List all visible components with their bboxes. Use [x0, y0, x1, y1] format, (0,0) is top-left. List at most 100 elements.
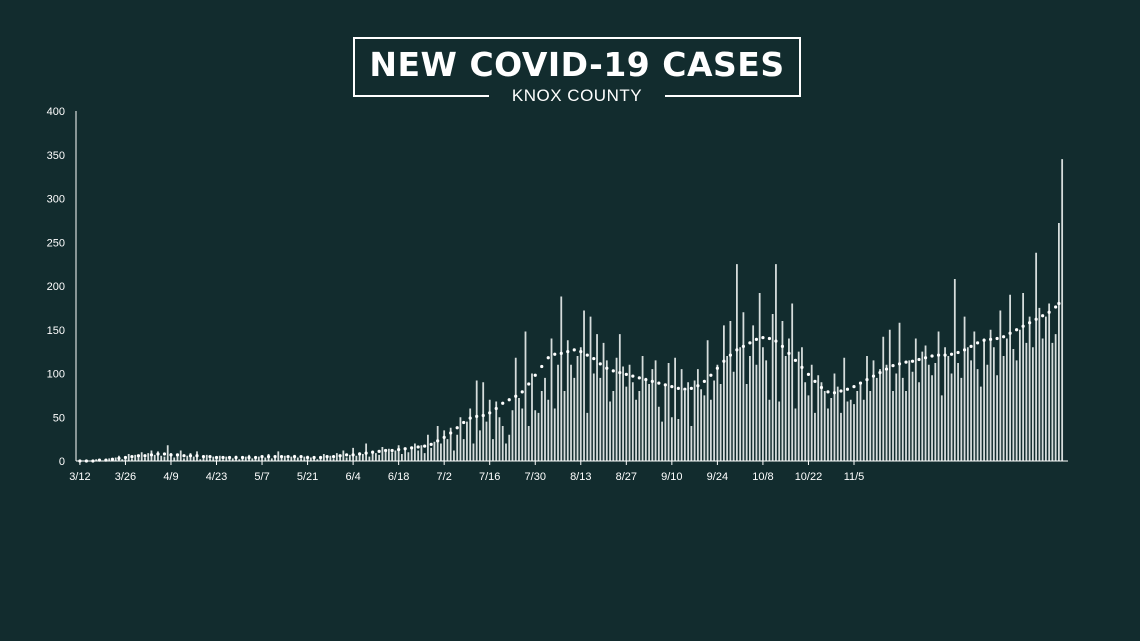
average-dot: [878, 371, 882, 375]
average-dot: [819, 385, 824, 390]
average-dot: [1034, 317, 1038, 321]
average-dot: [266, 455, 271, 459]
average-dot: [149, 453, 154, 457]
case-bar: [696, 369, 699, 461]
case-bar: [898, 322, 901, 461]
average-dot: [221, 455, 225, 460]
case-bar: [1009, 294, 1012, 461]
average-dot: [956, 350, 960, 355]
case-bar: [433, 441, 436, 461]
case-bar: [706, 340, 709, 461]
case-bar: [992, 347, 995, 461]
average-dot: [1041, 314, 1045, 318]
case-bar: [560, 296, 563, 461]
y-axis-ticks: 0 50 100 150 200 250 300 350 400: [47, 106, 65, 468]
case-bar: [895, 373, 898, 461]
case-bar: [1048, 303, 1051, 461]
case-bar: [709, 399, 712, 461]
average-dot: [754, 337, 759, 341]
case-bar: [498, 417, 501, 461]
case-bar: [420, 445, 423, 461]
case-bar: [918, 382, 920, 461]
average-dot: [865, 378, 869, 382]
y-tick-label: 400: [47, 106, 65, 118]
case-bar: [436, 426, 439, 461]
x-axis-ticks: 3/12 3/26 4/9 4/23 5/7 5/21 6/4 6/18 7/2 7/16 7/30…: [69, 461, 864, 483]
average-dot: [1054, 305, 1058, 309]
case-bar: [670, 417, 673, 461]
case-bar: [131, 458, 133, 461]
case-bar: [778, 401, 781, 461]
average-dot: [364, 451, 368, 455]
case-bar: [231, 458, 234, 461]
average-dot: [117, 456, 121, 460]
case-bar: [901, 377, 904, 461]
average-dot: [631, 374, 635, 378]
average-dot: [1002, 335, 1006, 339]
average-dot: [897, 362, 902, 366]
case-bar: [202, 457, 205, 461]
average-dot: [299, 455, 303, 459]
case-bar: [628, 364, 631, 461]
case-bar: [927, 364, 930, 461]
case-bar: [996, 375, 998, 461]
average-dot: [728, 353, 732, 357]
case-bar: [739, 347, 742, 461]
case-bar: [612, 391, 615, 461]
average-dot: [637, 376, 641, 380]
x-tick-label: 5/21: [297, 471, 318, 483]
case-bar: [361, 454, 364, 461]
average-dot: [397, 448, 401, 452]
average-dot: [429, 442, 433, 446]
case-bar: [274, 456, 276, 461]
case-bar: [934, 363, 937, 461]
average-dot: [253, 455, 258, 460]
case-bar: [1044, 316, 1047, 461]
case-bar: [335, 453, 338, 461]
case-bar: [137, 455, 140, 461]
case-bar: [329, 455, 332, 461]
x-tick-label: 3/12: [69, 471, 90, 483]
case-bar: [752, 325, 755, 461]
case-bar: [1057, 223, 1060, 461]
daily-case-bars: [85, 159, 1064, 461]
case-bar: [762, 347, 764, 461]
case-bar: [479, 430, 481, 461]
average-dot: [455, 426, 459, 430]
case-bar: [866, 356, 868, 461]
case-bar: [618, 334, 621, 461]
case-bar: [322, 454, 325, 461]
case-bar: [840, 412, 842, 461]
case-bar: [378, 454, 381, 461]
average-dot: [403, 447, 407, 451]
case-bar: [521, 408, 524, 461]
x-tick-label: 6/4: [345, 471, 360, 483]
case-bar: [804, 382, 807, 461]
case-bar: [579, 347, 582, 461]
case-bar: [602, 342, 605, 461]
case-bar: [283, 455, 286, 461]
case-bar: [212, 456, 215, 461]
case-bar: [677, 419, 680, 461]
average-dot: [793, 358, 798, 362]
case-bar: [397, 445, 400, 461]
x-tick-label: 7/16: [479, 471, 500, 483]
case-bar: [296, 457, 299, 461]
case-bar: [394, 450, 397, 461]
case-bar: [716, 364, 719, 461]
case-bar: [534, 410, 537, 461]
case-bar: [856, 391, 859, 461]
case-bar: [300, 458, 302, 461]
case-bar: [254, 457, 257, 461]
case-bar: [859, 382, 862, 461]
average-dot: [507, 398, 511, 402]
average-dot: [644, 378, 648, 382]
case-bar: [814, 412, 816, 461]
case-bar: [892, 391, 894, 461]
case-bar: [1028, 316, 1031, 461]
case-bar: [261, 455, 263, 461]
average-dot: [462, 420, 466, 425]
average-dot: [767, 336, 772, 341]
case-bar: [836, 386, 839, 461]
case-bar: [342, 450, 345, 461]
